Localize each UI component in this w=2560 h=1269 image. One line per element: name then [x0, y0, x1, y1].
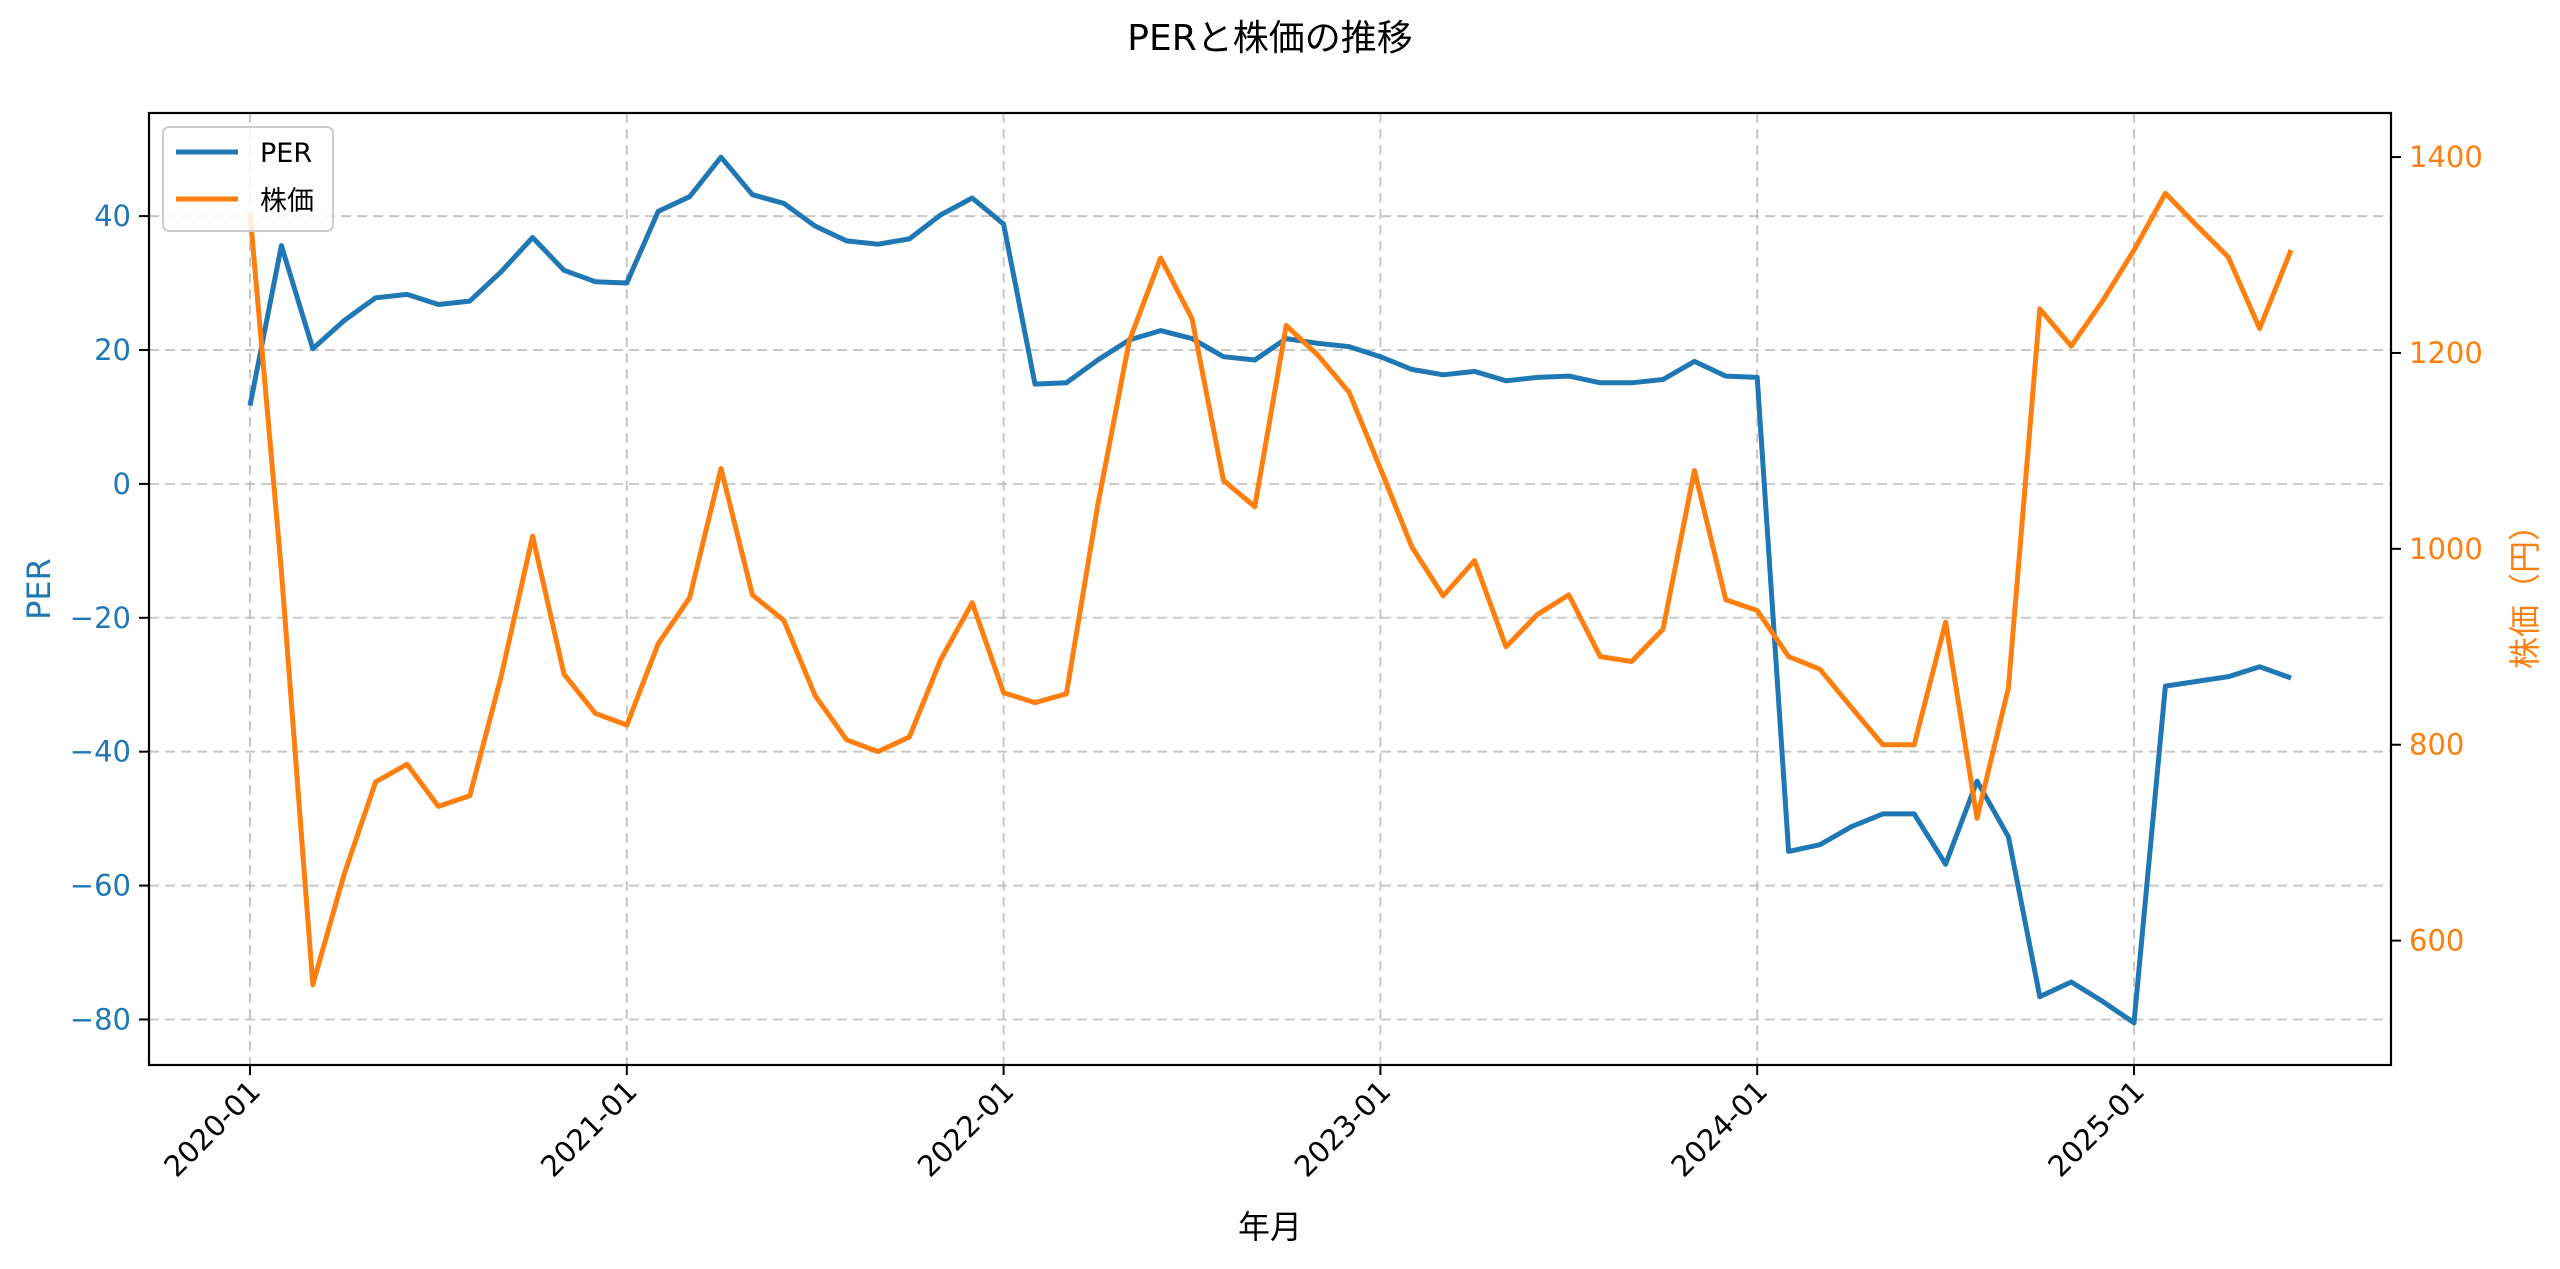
x-tick-label: 2020-01 — [157, 1074, 267, 1184]
chart-title: PERと株価の推移 — [1127, 18, 1412, 59]
x-tick-label: 2025-01 — [2041, 1074, 2151, 1184]
y-axis-label-left: PER — [20, 558, 58, 620]
x-tick-label: 2023-01 — [1288, 1074, 1398, 1184]
legend-per-label: PER — [260, 138, 312, 169]
x-axis: 2020-01 2021-01 2022-01 2023-01 2024-01 2025-… — [157, 1065, 2151, 1184]
y-tick-label-left: 20 — [94, 333, 131, 367]
y-tick-label-left: 40 — [94, 199, 131, 233]
per-line — [247, 154, 2292, 1026]
y-tick-label-left: −80 — [70, 1002, 131, 1036]
y-tick-label-right: 1200 — [2409, 336, 2483, 370]
x-tick-label: 2022-01 — [911, 1074, 1021, 1184]
y-tick-label-left: 0 — [113, 467, 131, 501]
y-tick-label-left: −60 — [70, 869, 131, 903]
plot-series — [247, 154, 2294, 1026]
left-y-axis: −80 −60 −40 −20 0 20 40 — [70, 199, 149, 1036]
legend: PER 株価 — [162, 126, 334, 232]
right-y-axis: 600 800 1000 1200 1400 — [2391, 140, 2483, 958]
y-tick-label-right: 1000 — [2409, 532, 2483, 566]
x-tick-label: 2024-01 — [1664, 1074, 1774, 1184]
legend-stock-price-label: 株価 — [260, 186, 314, 217]
x-axis-label: 年月 — [1238, 1208, 1302, 1246]
plot-frame — [147, 111, 2393, 1067]
y-axis-label-right: 株価（円） — [2506, 509, 2544, 669]
x-tick-label: 2021-01 — [534, 1074, 644, 1184]
y-tick-label-right: 600 — [2409, 924, 2464, 958]
y-tick-label-left: −20 — [70, 601, 131, 635]
y-tick-label-right: 1400 — [2409, 140, 2483, 174]
y-tick-label-right: 800 — [2409, 728, 2464, 762]
y-tick-label-left: −40 — [70, 735, 131, 769]
stock-price-line — [247, 190, 2294, 988]
grid-lines — [149, 113, 2391, 1065]
